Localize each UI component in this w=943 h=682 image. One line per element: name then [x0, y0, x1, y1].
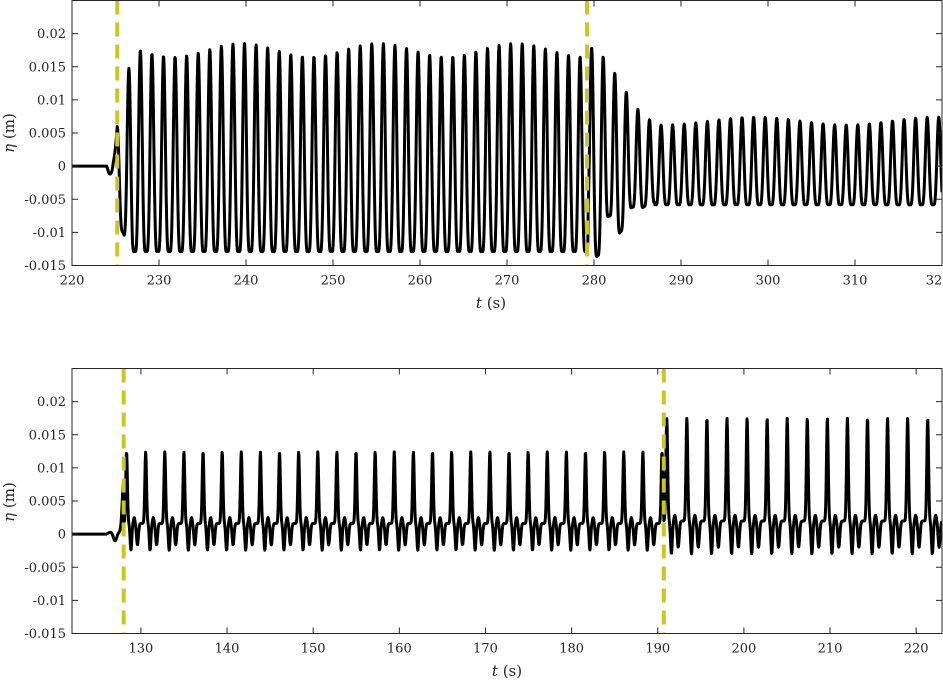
x-tick-label: 32 [926, 274, 943, 289]
x-tick-label: 240 [234, 274, 259, 289]
x-tick-label: 280 [582, 274, 607, 289]
x-tick-label: 150 [301, 642, 326, 657]
signal-line [72, 416, 942, 556]
top-plot-area [72, 0, 942, 266]
y-tick-label: 0 [58, 528, 66, 543]
top-x-ticks: 220 230 240 250 260 270 280 290 300 310 32 [60, 0, 943, 289]
x-tick-label: 310 [843, 274, 868, 289]
x-tick-label: 190 [645, 642, 670, 657]
x-tick-label: 230 [147, 274, 172, 289]
x-tick-label: 170 [473, 642, 498, 657]
y-tick-label: 0.015 [29, 60, 66, 75]
bottom-y-axis-label: η (m) [0, 482, 18, 522]
bottom-x-ticks: 130 140 150 160 170 180 190 200 210 220 [128, 368, 929, 657]
top-panel: 220 230 240 250 260 270 280 290 300 310 32 -0.015-… [0, 0, 943, 312]
y-tick-label: 0 [58, 160, 66, 175]
x-tick-label: 140 [215, 642, 240, 657]
x-tick-label: 200 [731, 642, 756, 657]
signal-line [72, 42, 942, 258]
bottom-y-ticks: -0.015 -0.01 -0.005 0 0.005 0.01 0.015 0.02 [24, 395, 942, 642]
bottom-panel: 130 140 150 160 170 180 190 200 210 220 -0.015-0.… [0, 368, 943, 680]
x-tick-label: 210 [818, 642, 843, 657]
x-tick-label: 160 [387, 642, 412, 657]
x-tick-label: 260 [408, 274, 433, 289]
y-tick-label: 0.01 [37, 93, 66, 108]
top-y-axis-label: η (m) [0, 113, 18, 153]
y-tick-label: 0.02 [37, 395, 66, 410]
x-tick-label: 250 [321, 274, 346, 289]
y-tick-label: 0.02 [37, 27, 66, 42]
x-tick-label: 180 [559, 642, 584, 657]
y-tick-label: -0.01 [33, 594, 66, 609]
y-tick-label: 0.005 [29, 495, 66, 510]
x-tick-label: 220 [904, 642, 929, 657]
y-tick-label: -0.015 [24, 627, 66, 642]
y-tick-label: -0.01 [33, 226, 66, 241]
y-tick-label: 0.015 [29, 428, 66, 443]
y-tick-label: -0.005 [24, 561, 66, 576]
bottom-plot-area [72, 368, 942, 634]
y-tick-label: 0.005 [29, 127, 66, 142]
y-tick-label: -0.005 [24, 193, 66, 208]
top-y-ticks: -0.015 -0.01 -0.005 0 0.005 0.01 0.015 0.02 [24, 27, 942, 274]
x-tick-label: 270 [495, 274, 520, 289]
x-tick-label: 300 [756, 274, 781, 289]
x-tick-label: 130 [128, 642, 153, 657]
y-tick-label: 0.01 [37, 461, 66, 476]
top-x-axis-label: t (s) [476, 294, 506, 312]
x-tick-label: 220 [60, 274, 85, 289]
x-tick-label: 290 [669, 274, 694, 289]
bottom-x-axis-label: t (s) [492, 662, 522, 680]
y-tick-label: -0.015 [24, 259, 66, 274]
